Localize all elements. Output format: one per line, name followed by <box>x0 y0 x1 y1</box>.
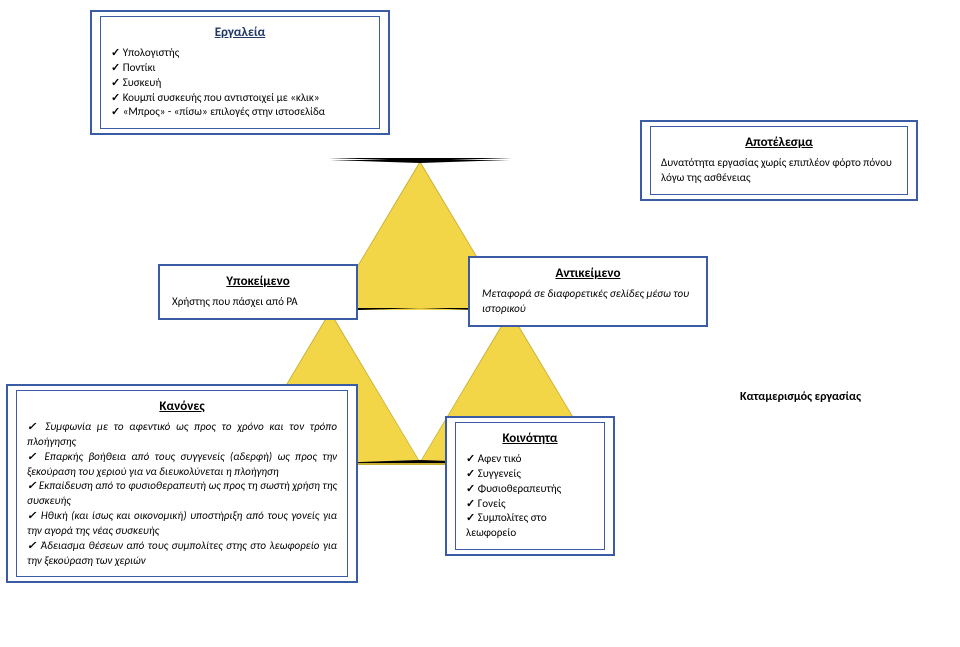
tools-title: Εργαλεία <box>111 25 369 40</box>
rules-title: Κανόνες <box>27 399 337 414</box>
object-title: Αντικείμενο <box>482 266 694 281</box>
rules-list: Συμφωνία με το αφεντικό ως προς το χρόνο… <box>27 420 337 568</box>
list-item: Συμπολίτες στο λεωφορείο <box>466 511 594 541</box>
list-item: Κουμπί συσκευής που αντιστοιχεί με «κλικ… <box>111 91 369 106</box>
tools-box: Εργαλεία Υπολογιστής Ποντίκι Συσκευή Κου… <box>90 10 390 135</box>
list-item: Υπολογιστής <box>111 46 369 61</box>
list-item: Συσκευή <box>111 76 369 91</box>
subject-title: Υποκείμενο <box>172 274 344 289</box>
list-item: Εκπαίδευση από το φυσιοθεραπευτή ως προς… <box>27 479 337 509</box>
list-item: Ποντίκι <box>111 61 369 76</box>
outcome-text: Δυνατότητα εργασίας χωρίς επιπλέον φόρτο… <box>661 156 897 186</box>
list-item: Φυσιοθεραπευτής <box>466 482 594 497</box>
community-title: Κοινότητα <box>466 431 594 446</box>
outcome-box: Αποτέλεσμα Δυνατότητα εργασίας χωρίς επι… <box>640 120 918 201</box>
list-item: Συμφωνία με το αφεντικό ως προς το χρόνο… <box>27 420 337 450</box>
object-text: Μεταφορά σε διαφορετικές σελίδες μέσω το… <box>482 287 694 317</box>
list-item: Συγγενείς <box>466 467 594 482</box>
subject-box: Υποκείμενο Χρήστης που πάσχει από ΡΑ <box>158 264 358 320</box>
community-box: Κοινότητα Αφεν τικό Συγγενείς Φυσιοθεραπ… <box>445 416 615 556</box>
list-item: «Μπρος» - «πίσω» επιλογές στην ιστοσελίδ… <box>111 105 369 120</box>
object-box: Αντικείμενο Μεταφορά σε διαφορετικές σελ… <box>468 256 708 327</box>
rules-box: Κανόνες Συμφωνία με το αφεντικό ως προς … <box>6 384 358 583</box>
list-item: Γονείς <box>466 497 594 512</box>
community-list: Αφεν τικό Συγγενείς Φυσιοθεραπευτής Γονε… <box>466 452 594 541</box>
subject-text: Χρήστης που πάσχει από ΡΑ <box>172 295 344 310</box>
list-item: Αφεν τικό <box>466 452 594 467</box>
list-item: Άδειασμα θέσεων από τους συμπολίτες στης… <box>27 539 337 569</box>
division-label: Καταμερισμός εργασίας <box>740 390 861 404</box>
list-item: Ηθική (και ίσως και οικονομική) υποστήρι… <box>27 509 337 539</box>
list-item: Επαρκής βοήθεια από τους συγγενείς (αδερ… <box>27 450 337 480</box>
tools-list: Υπολογιστής Ποντίκι Συσκευή Κουμπί συσκε… <box>111 46 369 120</box>
outcome-title: Αποτέλεσμα <box>661 135 897 150</box>
